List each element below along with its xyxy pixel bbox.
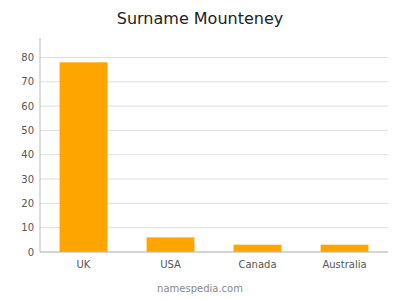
bar (234, 245, 282, 252)
y-axis-line (40, 38, 41, 252)
y-tick-label: 60 (21, 101, 34, 112)
bar (147, 237, 195, 252)
bars (60, 62, 369, 252)
grid-line (40, 252, 388, 253)
grid-line (40, 57, 388, 58)
y-tick-label: 40 (21, 149, 34, 160)
bar (321, 245, 369, 252)
y-tick-label: 70 (21, 76, 34, 87)
x-tick-label: UK (77, 259, 91, 270)
bar (60, 62, 108, 252)
x-axis-line (40, 252, 388, 253)
y-tick-label: 20 (21, 198, 34, 209)
x-tick-label: Australia (322, 259, 366, 270)
y-tick-label: 80 (21, 52, 34, 63)
x-tick-label: Canada (238, 259, 276, 270)
x-tick-label: USA (160, 259, 181, 270)
chart: Surname Mounteney 0 10 20 30 40 50 60 70 80 UK USA C… (0, 0, 400, 300)
y-ticks: 0 10 20 30 40 50 60 70 80 (21, 52, 34, 258)
y-tick-label: 30 (21, 174, 34, 185)
grid (40, 57, 388, 252)
title: Surname Mounteney (117, 9, 284, 28)
y-tick-label: 0 (28, 247, 34, 258)
chart-container: Surname Mounteney 0 10 20 30 40 50 60 70 80 UK USA C… (0, 0, 400, 300)
x-ticks: UK USA Canada Australia (77, 259, 367, 270)
y-tick-label: 50 (21, 125, 34, 136)
footer: namespedia.com (157, 283, 243, 294)
y-tick-label: 10 (21, 222, 34, 233)
